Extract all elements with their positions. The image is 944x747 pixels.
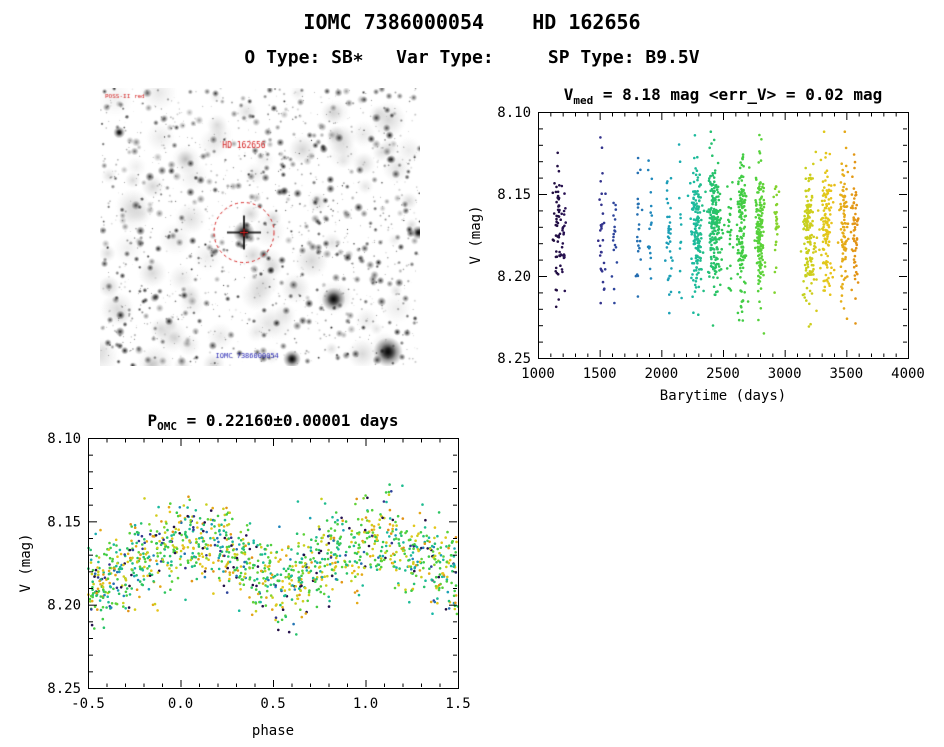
phase-folded-plot: -0.5 0.0 0.5 1.0 1.5 8.10 8.15 8.20 8.25 phase V (… [18, 411, 471, 739]
svg-text:0.5: 0.5 [260, 696, 285, 712]
lightcurve-axes [538, 112, 909, 359]
finding-chart-canvas [100, 88, 420, 366]
svg-text:2500: 2500 [706, 366, 740, 382]
svg-text:8.15: 8.15 [47, 514, 81, 530]
svg-text:8.20: 8.20 [497, 269, 531, 285]
phase-title: POMC = 0.22160±0.00001 days [147, 411, 398, 433]
svg-text:8.25: 8.25 [47, 681, 81, 697]
page-title: IOMC 7386000054 HD 162656 [303, 10, 641, 34]
lightcurve-tick-labels: 1000 1500 2000 2500 3000 3500 4000 8.10 8.15 8.20… [497, 105, 925, 382]
phase-x-axis-label: phase [252, 723, 294, 739]
lightcurve-axes-box [538, 112, 909, 359]
phase-axes [88, 438, 459, 689]
phase-tick-labels: -0.5 0.0 0.5 1.0 1.5 8.10 8.15 8.20 8.25 [47, 431, 470, 712]
svg-text:4000: 4000 [891, 366, 925, 382]
lightcurve-title: Vmed = 8.18 mag <err_V> = 0.02 mag [564, 85, 883, 107]
lightcurve-data-points [551, 130, 860, 335]
svg-text:1500: 1500 [583, 366, 617, 382]
svg-text:8.25: 8.25 [497, 351, 531, 367]
finding-chart [100, 88, 420, 366]
phase-data-points [87, 483, 460, 636]
svg-text:8.15: 8.15 [497, 187, 531, 203]
svg-text:2000: 2000 [644, 366, 678, 382]
lightcurve-plot: 1000 1500 2000 2500 3000 3500 4000 8.10 8.15 8.20… [468, 85, 925, 404]
svg-text:8.10: 8.10 [497, 105, 531, 121]
phase-y-axis-label: V (mag) [18, 533, 34, 592]
svg-text:3000: 3000 [768, 366, 802, 382]
svg-text:3500: 3500 [829, 366, 863, 382]
lightcurve-y-axis-label: V (mag) [468, 205, 484, 264]
svg-text:8.20: 8.20 [47, 598, 81, 614]
svg-text:0.0: 0.0 [168, 696, 193, 712]
page-subtitle: O Type: SB∗ Var Type: SP Type: B9.5V [244, 47, 700, 68]
lightcurve-x-axis-label: Barytime (days) [660, 388, 786, 404]
svg-text:-0.5: -0.5 [71, 696, 105, 712]
svg-text:1000: 1000 [521, 366, 555, 382]
svg-text:1.0: 1.0 [353, 696, 378, 712]
svg-text:1.5: 1.5 [445, 696, 470, 712]
svg-text:8.10: 8.10 [47, 431, 81, 447]
phase-axes-box [88, 438, 459, 689]
